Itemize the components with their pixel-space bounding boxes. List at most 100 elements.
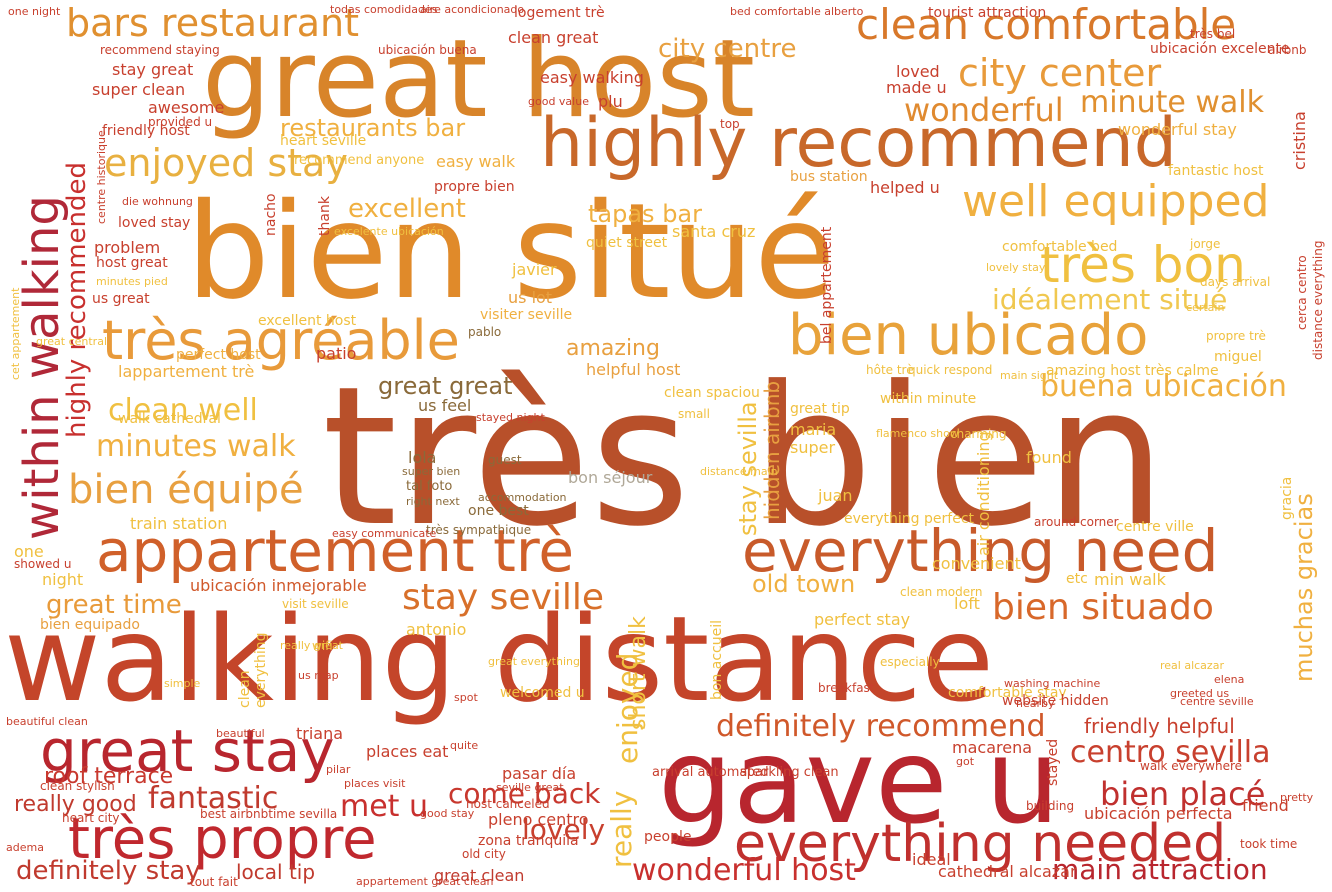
- word-seville-great: seville great: [496, 781, 564, 794]
- word-clean-stylish: clean stylish: [40, 779, 115, 793]
- word-everything-perfect: everything perfect: [844, 511, 974, 527]
- word-us-great: us great: [92, 291, 150, 307]
- word-bus-station: bus station: [790, 169, 868, 185]
- word-bien-situe: bien situé: [186, 175, 836, 329]
- word-local-tip: local tip: [236, 860, 316, 884]
- word-lovely: lovely: [522, 813, 606, 846]
- word-recommend-anyone: recommend anyone: [294, 153, 425, 168]
- word-elena: elena: [1214, 673, 1245, 686]
- word-excellent-host: excellent host: [258, 313, 357, 329]
- word-bon-sejour: bon séjour: [568, 468, 653, 487]
- word-highly-recommend: highly recommend: [540, 104, 1177, 183]
- word-gracia: gracia: [1279, 476, 1295, 520]
- word-bien-equipado: bien equipado: [40, 617, 140, 633]
- word-places-visit: places visit: [344, 777, 406, 790]
- word-accommodation: accommodation: [478, 491, 567, 504]
- word-cristina: cristina: [1290, 111, 1309, 170]
- word-minutes-pied: minutes pied: [96, 275, 168, 288]
- word-centro-sevilla: centro sevilla: [1070, 735, 1271, 770]
- word-perfect-stay: perfect stay: [814, 610, 911, 629]
- word-best-airbnb: best airbnbtime sevilla: [200, 807, 338, 821]
- word-beautiful: beautiful: [216, 727, 265, 740]
- word-problem: problem: [94, 238, 161, 257]
- word-nacho: nacho: [263, 193, 279, 236]
- word-idealement-situe: idéalement situé: [992, 283, 1228, 316]
- word-tres-agreable: très agréable: [102, 309, 460, 372]
- word-around-corner: around corner: [1034, 515, 1119, 529]
- word-good-stay: good stay: [420, 807, 475, 820]
- word-friendly-host: friendly host: [102, 123, 190, 139]
- word-met-u: met u: [340, 789, 428, 824]
- word-definitely-recommend: definitely recommend: [716, 709, 1046, 744]
- word-zona-tranquila: zona tranquila: [478, 833, 579, 849]
- word-appartement-great-clean: appartement great clean: [356, 875, 494, 888]
- word-lappartement-tre: lappartement trè: [118, 362, 255, 381]
- word-distance-everything: distance everything: [1311, 240, 1325, 360]
- word-airbnb: airbnb: [1268, 43, 1307, 57]
- word-stay-great: stay great: [112, 60, 194, 79]
- word-bien-equipe: bien équipé: [68, 467, 304, 513]
- word-logement-tre: logement trè: [514, 5, 605, 21]
- word-tres-bien: très bien: [322, 346, 1167, 569]
- word-places-eat: places eat: [366, 742, 449, 761]
- word-wonderful-stay: wonderful stay: [1118, 120, 1237, 139]
- word-bon-accueil: bon accueil: [709, 619, 725, 700]
- word-clean-great: clean great: [508, 28, 599, 47]
- word-great-tip: great tip: [790, 401, 850, 417]
- word-easy-walking: easy walking: [540, 68, 644, 87]
- word-well-equipped: well equipped: [962, 176, 1270, 227]
- word-tal-foto: tal foto: [406, 479, 453, 494]
- word-tourist-attraction: tourist attraction: [928, 5, 1047, 21]
- word-tres-sympathique: très sympathique: [426, 523, 532, 537]
- word-highly-recommended: highly recommended: [62, 161, 92, 438]
- word-spot: spot: [454, 691, 478, 704]
- word-restaurants-bar: restaurants bar: [280, 114, 466, 142]
- word-pilar: pilar: [326, 763, 351, 776]
- word-clean-well: clean well: [108, 393, 258, 428]
- word-bed-comfortable-alberto: bed comfortable alberto: [730, 5, 864, 18]
- word-tapas-bar: tapas bar: [588, 200, 702, 228]
- word-maria: maria: [790, 420, 837, 439]
- word-pleno-centro: pleno centro: [488, 810, 589, 829]
- word-old-city: old city: [462, 847, 506, 861]
- word-perfect-host: perfect host: [176, 347, 261, 363]
- word-bel-appartement: bel appartement: [819, 226, 835, 344]
- word-welcomed-u: welcomed u: [500, 685, 585, 701]
- word-appartement-tre: appartement trè: [96, 517, 575, 585]
- word-city-center: city center: [958, 51, 1162, 95]
- word-city-centre: city centre: [658, 34, 797, 64]
- word-host-great: host great: [96, 255, 168, 271]
- word-made-u: made u: [886, 78, 947, 97]
- word-night: night: [42, 570, 84, 589]
- word-old-town: old town: [752, 570, 856, 598]
- word-centre-historique: centre historique: [95, 130, 108, 224]
- word-took-time: took time: [1240, 837, 1298, 851]
- word-amazing: amazing: [566, 336, 660, 361]
- word-ubicacion-perfecta: ubicación perfecta: [1084, 804, 1233, 823]
- word-building: building: [1026, 799, 1075, 813]
- word-got: got: [956, 755, 975, 768]
- word-centre-seville: centre seville: [1180, 695, 1254, 708]
- word-showed-u: showed u: [14, 557, 72, 571]
- word-ideal: ideal: [912, 850, 951, 869]
- word-really-great: really great: [280, 639, 343, 652]
- word-walk-cathedral: walk cathedral: [118, 411, 221, 427]
- word-us-feel: us feel: [418, 396, 472, 415]
- word-super-clean: super clean: [92, 80, 186, 99]
- word-greeted-us: greeted us: [1170, 687, 1230, 700]
- word-clean-comfortable: clean comfortable: [856, 0, 1237, 49]
- word-gave-u: gave u: [658, 712, 1060, 850]
- word-days-arrival: days arrival: [1200, 275, 1271, 289]
- word-heart-city: heart city: [62, 811, 120, 825]
- word-bars-restaurant: bars restaurant: [66, 1, 360, 45]
- word-heart-seville: heart seville: [280, 133, 367, 149]
- word-tres-bon: très bon: [1040, 236, 1246, 294]
- word-adema: adema: [6, 841, 44, 854]
- word-juan: juan: [818, 486, 853, 505]
- word-visit-seville: visit seville: [282, 597, 349, 611]
- word-really: really: [605, 790, 638, 868]
- word-cet-appartement: cet appartement: [9, 287, 22, 380]
- word-everything: everything: [253, 632, 269, 708]
- word-aire-acondicionado: aire acondicionado: [420, 3, 525, 16]
